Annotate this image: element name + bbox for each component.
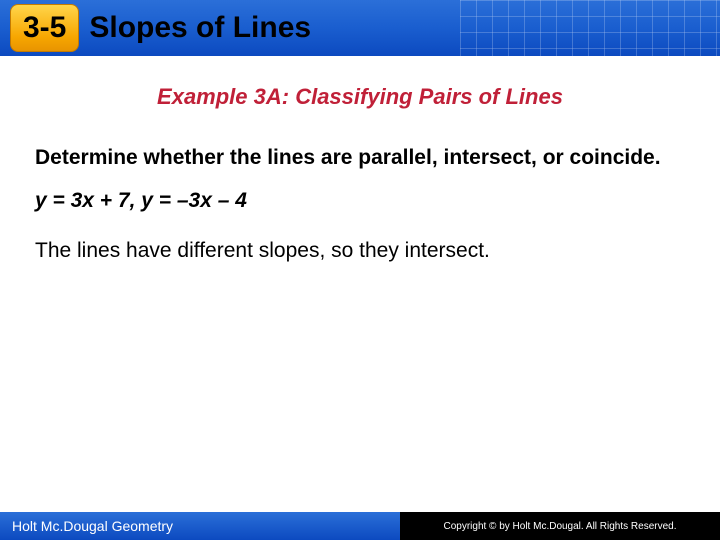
problem-prompt: Determine whether the lines are parallel… [35,144,685,171]
footer-copyright: Copyright © by Holt Mc.Dougal. All Right… [400,512,720,540]
content-area: Example 3A: Classifying Pairs of Lines D… [0,56,720,263]
answer-text: The lines have different slopes, so they… [35,239,685,263]
header-bar: 3-5 Slopes of Lines [0,0,720,56]
header-grid-decoration [460,0,720,56]
equations: y = 3x + 7, y = –3x – 4 [35,189,685,213]
example-title: Example 3A: Classifying Pairs of Lines [35,84,685,110]
header-title: Slopes of Lines [89,11,311,45]
footer-left-text: Holt Mc.Dougal Geometry [0,512,400,540]
section-number-badge: 3-5 [10,4,79,52]
slide: 3-5 Slopes of Lines Example 3A: Classify… [0,0,720,540]
footer-bar: Holt Mc.Dougal Geometry Copyright © by H… [0,512,720,540]
